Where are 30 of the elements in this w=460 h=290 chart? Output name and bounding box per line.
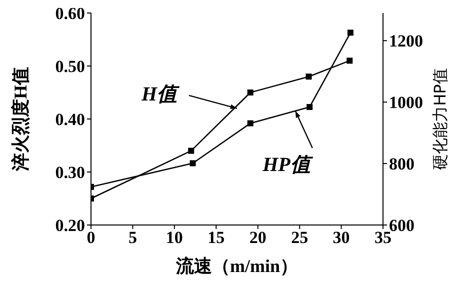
point bbox=[306, 104, 313, 110]
point bbox=[247, 90, 254, 96]
y2-axis-title: 硬化能力HP值 bbox=[430, 68, 450, 170]
annotation: HP值 bbox=[262, 154, 314, 176]
point bbox=[247, 120, 254, 126]
y2-tick-label: 1000 bbox=[389, 93, 423, 112]
y-axis-title: 淬火烈度H值 bbox=[10, 66, 30, 172]
y-tick-label: 0.30 bbox=[55, 163, 85, 182]
y-tick-label: 0.40 bbox=[55, 110, 85, 130]
x-tick-label: 20 bbox=[249, 228, 266, 248]
x-tick-label: 0 bbox=[86, 228, 96, 248]
x-tick-label: 25 bbox=[291, 228, 308, 248]
annotation: H值 bbox=[140, 83, 180, 106]
x-tick-label: 30 bbox=[332, 228, 350, 248]
x-axis-title: 流速（m/min） bbox=[174, 256, 298, 276]
x-tick-label: 10 bbox=[166, 228, 183, 248]
point bbox=[347, 30, 354, 36]
point bbox=[188, 148, 194, 154]
y2-tick-label: 1200 bbox=[389, 32, 423, 51]
x-tick-label: 15 bbox=[208, 228, 225, 248]
point bbox=[306, 74, 312, 80]
y2-tick-label: 600 bbox=[389, 216, 414, 236]
y-tick-label: 0.60 bbox=[55, 4, 85, 24]
x-tick-label: 5 bbox=[128, 228, 137, 248]
y2-tick-label: 800 bbox=[389, 154, 414, 174]
x-tick-label: 35 bbox=[374, 228, 392, 248]
point bbox=[190, 160, 196, 166]
y-tick-label: 0.50 bbox=[55, 57, 85, 76]
point bbox=[346, 58, 353, 64]
y-tick-label: 0.20 bbox=[55, 216, 85, 236]
